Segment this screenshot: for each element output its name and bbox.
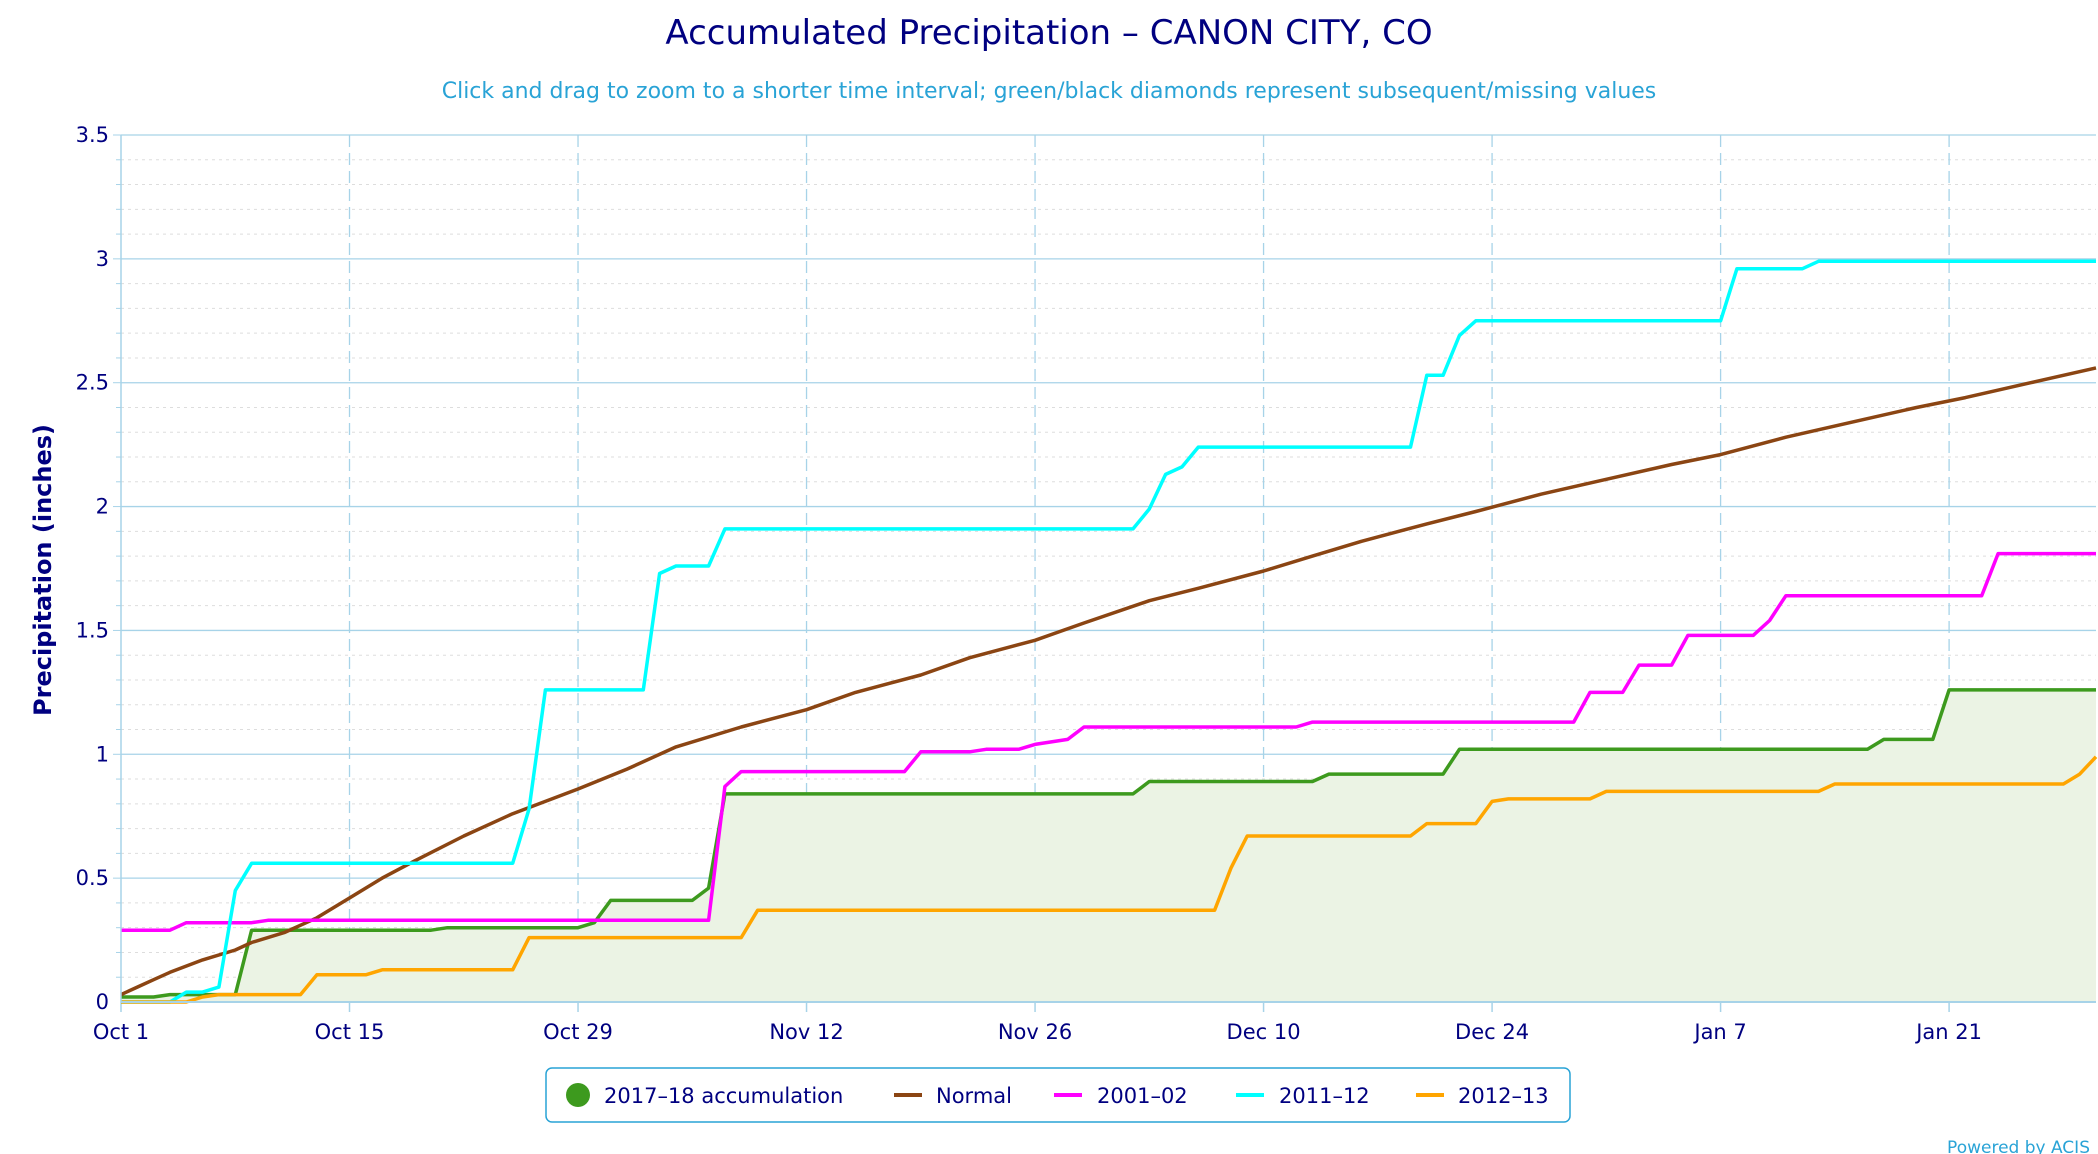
- x-tick-label: Jan 7: [1692, 1020, 1746, 1044]
- series-line-2012-13: [121, 755, 2098, 1004]
- series-line-normal: [120, 366, 2097, 997]
- series-layer: [120, 259, 2098, 1004]
- y-tick-label: 2: [96, 495, 109, 519]
- y-tick-label: 3: [96, 247, 109, 271]
- y-tick-label: 0: [96, 990, 109, 1014]
- minor-gridlines: [121, 159, 2096, 978]
- x-tick-label: Nov 12: [769, 1020, 843, 1044]
- y-tick-label: 3.5: [76, 123, 109, 147]
- legend-item-normal[interactable]: Normal: [894, 1084, 1012, 1108]
- legend-item-2012-13[interactable]: 2012–13: [1416, 1084, 1549, 1108]
- y-tick-label: 0.5: [76, 866, 109, 890]
- y-tick-label: 1.5: [76, 618, 109, 642]
- y-tick-labels: 0 0.5 1 1.5 2 2.5 3 3.5: [76, 123, 109, 1014]
- series-area-2017-18-accumulation: [121, 689, 2096, 1002]
- y-tick-label: 2.5: [76, 371, 109, 395]
- chart-title: Accumulated Precipitation – CANON CITY, …: [665, 13, 1432, 53]
- legend-marker-accumulation: [566, 1083, 590, 1107]
- x-tick-label: Jan 21: [1914, 1020, 1982, 1044]
- x-tick-label: Oct 29: [543, 1020, 613, 1044]
- axes: [113, 134, 2096, 1003]
- x-tick-labels: Oct 1 Oct 15 Oct 29 Nov 12 Nov 26 Dec 10 Dec 2…: [93, 1020, 1982, 1044]
- x-tick-label: Oct 15: [315, 1020, 385, 1044]
- series-line-2011-12: [121, 259, 2096, 1004]
- legend-label-2012-13: 2012–13: [1458, 1084, 1549, 1108]
- legend-label-2011-12: 2011–12: [1279, 1084, 1370, 1108]
- legend-label-2001-02: 2001–02: [1097, 1084, 1188, 1108]
- chart-subtitle: Click and drag to zoom to a shorter time…: [442, 79, 1657, 104]
- x-tick-label: Dec 24: [1455, 1020, 1529, 1044]
- x-tick-label: Dec 10: [1227, 1020, 1301, 1044]
- y-tick-label: 1: [96, 742, 109, 766]
- credit-link[interactable]: Powered by ACIS: [1947, 1138, 2090, 1154]
- legend-label-accumulation: 2017–18 accumulation: [604, 1084, 843, 1108]
- legend-item-accumulation[interactable]: 2017–18 accumulation: [566, 1083, 843, 1108]
- legend[interactable]: 2017–18 accumulation Normal 2001–02 2011…: [545, 1067, 1571, 1123]
- y-axis-title: Precipitation (inches): [29, 424, 57, 716]
- legend-label-normal: Normal: [936, 1084, 1012, 1108]
- legend-item-2011-12[interactable]: 2011–12: [1236, 1084, 1370, 1108]
- x-tick-label: Oct 1: [93, 1020, 149, 1044]
- legend-item-2001-02[interactable]: 2001–02: [1054, 1084, 1188, 1108]
- series-line-2001-02: [121, 551, 2096, 932]
- x-tick-label: Nov 26: [998, 1020, 1072, 1044]
